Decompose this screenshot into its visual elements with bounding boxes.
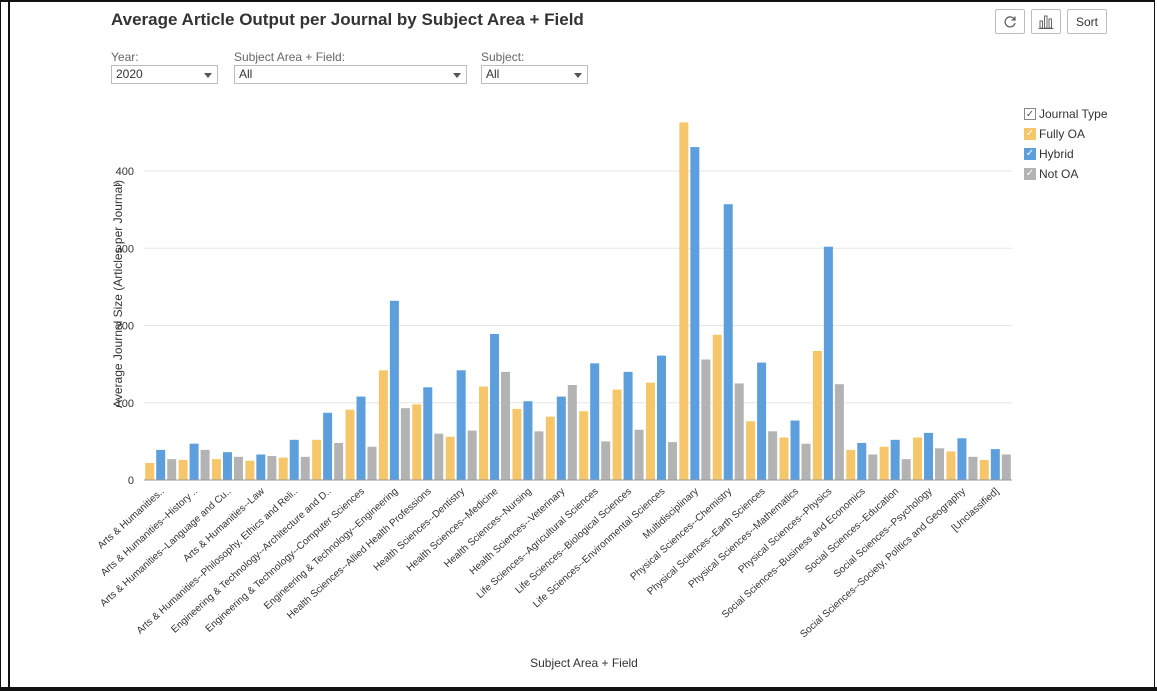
chevron-down-icon <box>453 73 461 78</box>
legend-item-label: Not OA <box>1039 167 1079 181</box>
subject-select-value: All <box>486 67 500 81</box>
subject-area-select-value: All <box>239 67 253 81</box>
chart-type-button[interactable] <box>1031 9 1061 34</box>
chevron-down-icon <box>204 73 212 78</box>
frame-bottom-border <box>0 687 1157 691</box>
legend-swatch-hybrid-icon: ✓ <box>1024 148 1036 160</box>
bar-chart-icon <box>1038 15 1054 29</box>
legend-item-not-oa[interactable]: ✓ Not OA <box>1024 164 1108 184</box>
frame-left-border <box>8 0 10 691</box>
legend-item-hybrid[interactable]: ✓ Hybrid <box>1024 144 1108 164</box>
year-select[interactable]: 2020 <box>111 65 218 84</box>
refresh-icon <box>1004 15 1016 27</box>
refresh-button[interactable] <box>995 9 1025 34</box>
legend-title-row[interactable]: ✓ Journal Type <box>1024 104 1108 124</box>
legend: ✓ Journal Type ✓ Fully OA ✓ Hybrid ✓ Not… <box>1024 104 1108 184</box>
subject-filter-label: Subject: <box>481 50 525 64</box>
legend-swatch-fully-oa-icon: ✓ <box>1024 128 1036 140</box>
subject-area-select[interactable]: All <box>234 65 467 84</box>
sort-button[interactable]: Sort <box>1067 9 1107 34</box>
subject-area-filter-label: Subject Area + Field: <box>234 50 346 64</box>
year-filter-label: Year: <box>111 50 139 64</box>
legend-item-fully-oa[interactable]: ✓ Fully OA <box>1024 124 1108 144</box>
legend-swatch-not-oa-icon: ✓ <box>1024 168 1036 180</box>
legend-title: Journal Type <box>1039 107 1108 121</box>
legend-item-label: Hybrid <box>1039 147 1074 161</box>
chart-title: Average Article Output per Journal by Su… <box>111 10 584 29</box>
checkbox-icon: ✓ <box>1024 108 1036 120</box>
year-select-value: 2020 <box>116 67 143 81</box>
legend-item-label: Fully OA <box>1039 127 1086 141</box>
chevron-down-icon <box>574 73 582 78</box>
subject-select[interactable]: All <box>481 65 588 84</box>
